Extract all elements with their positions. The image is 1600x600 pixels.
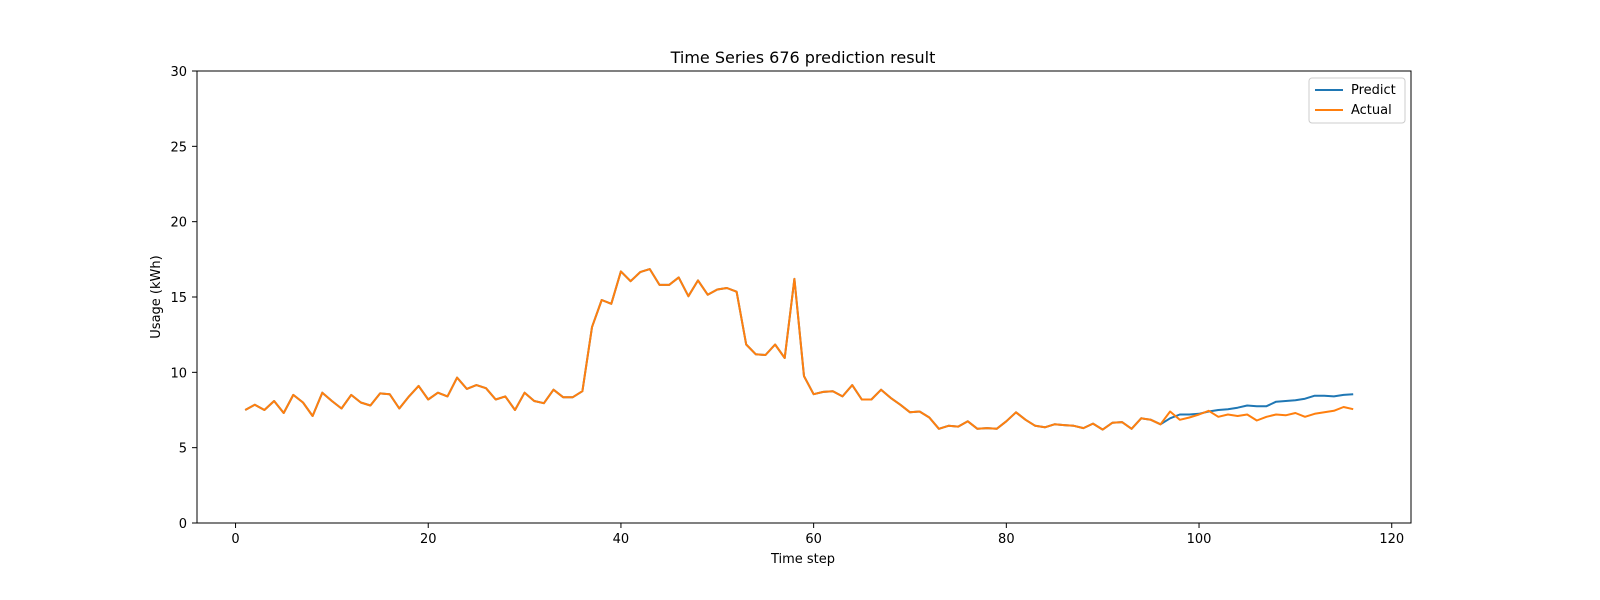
series-line-predict	[244, 268, 1354, 431]
y-tick-label: 20	[170, 216, 187, 231]
x-tick-label: 100	[1187, 532, 1212, 547]
y-tick-label: 0	[179, 517, 187, 532]
x-tick-label: 0	[231, 532, 239, 547]
axis-ticks: 0 20 40 60 80 100 120 0 5 10 15 20 25 30	[170, 65, 1404, 547]
legend: Predict Actual	[1308, 77, 1406, 124]
y-tick-label: 25	[170, 140, 187, 155]
x-axis-label: Time step	[770, 552, 835, 567]
plot-frame	[196, 70, 1412, 524]
legend-label-predict: Predict	[1351, 83, 1396, 98]
y-tick-label: 5	[179, 442, 187, 457]
y-tick-label: 30	[170, 65, 187, 80]
y-tick-label: 15	[170, 291, 187, 306]
series-line-actual	[244, 268, 1354, 431]
series-lines	[244, 268, 1354, 431]
x-tick-label: 80	[998, 532, 1015, 547]
x-tick-label: 20	[420, 532, 437, 547]
y-tick-label: 10	[170, 366, 187, 381]
x-tick-label: 120	[1379, 532, 1404, 547]
legend-label-actual: Actual	[1351, 103, 1392, 118]
y-axis-label: Usage (kWh)	[149, 255, 164, 338]
x-tick-label: 40	[613, 532, 630, 547]
x-tick-label: 60	[805, 532, 822, 547]
chart-title: Time Series 676 prediction result	[670, 48, 936, 67]
